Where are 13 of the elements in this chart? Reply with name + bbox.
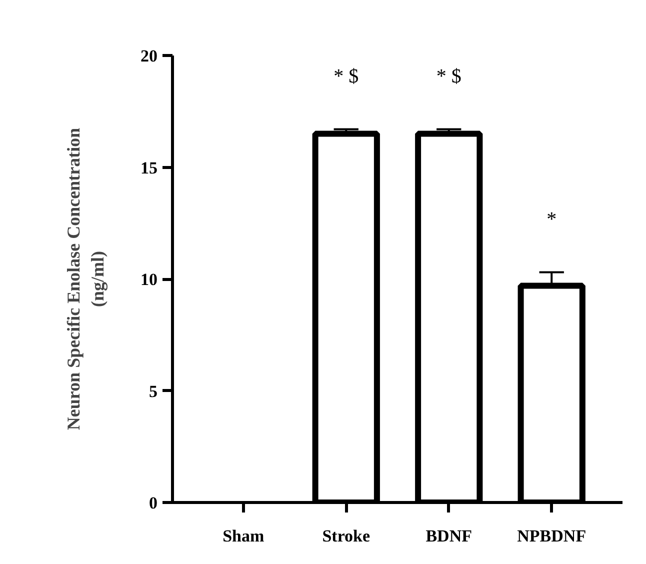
y-tick-label: 20: [140, 46, 158, 66]
y-tick-label: 0: [149, 494, 158, 512]
annotation: * $: [334, 65, 359, 88]
y-axis-title: Neuron Specific Enolase Concentration (ng/ml): [64, 128, 108, 430]
y-tick-label: 5: [149, 382, 158, 401]
x-tick-label: NPBDNF: [517, 526, 586, 546]
x-tick-label: BDNF: [426, 526, 472, 546]
x-tick-label: Stroke: [322, 526, 371, 546]
annotation: * $: [436, 65, 462, 88]
x-tick-label: Sham: [222, 526, 264, 546]
annotation: *: [546, 208, 557, 230]
y-tick-label: 10: [140, 270, 158, 289]
y-tick-label: 15: [140, 158, 158, 178]
